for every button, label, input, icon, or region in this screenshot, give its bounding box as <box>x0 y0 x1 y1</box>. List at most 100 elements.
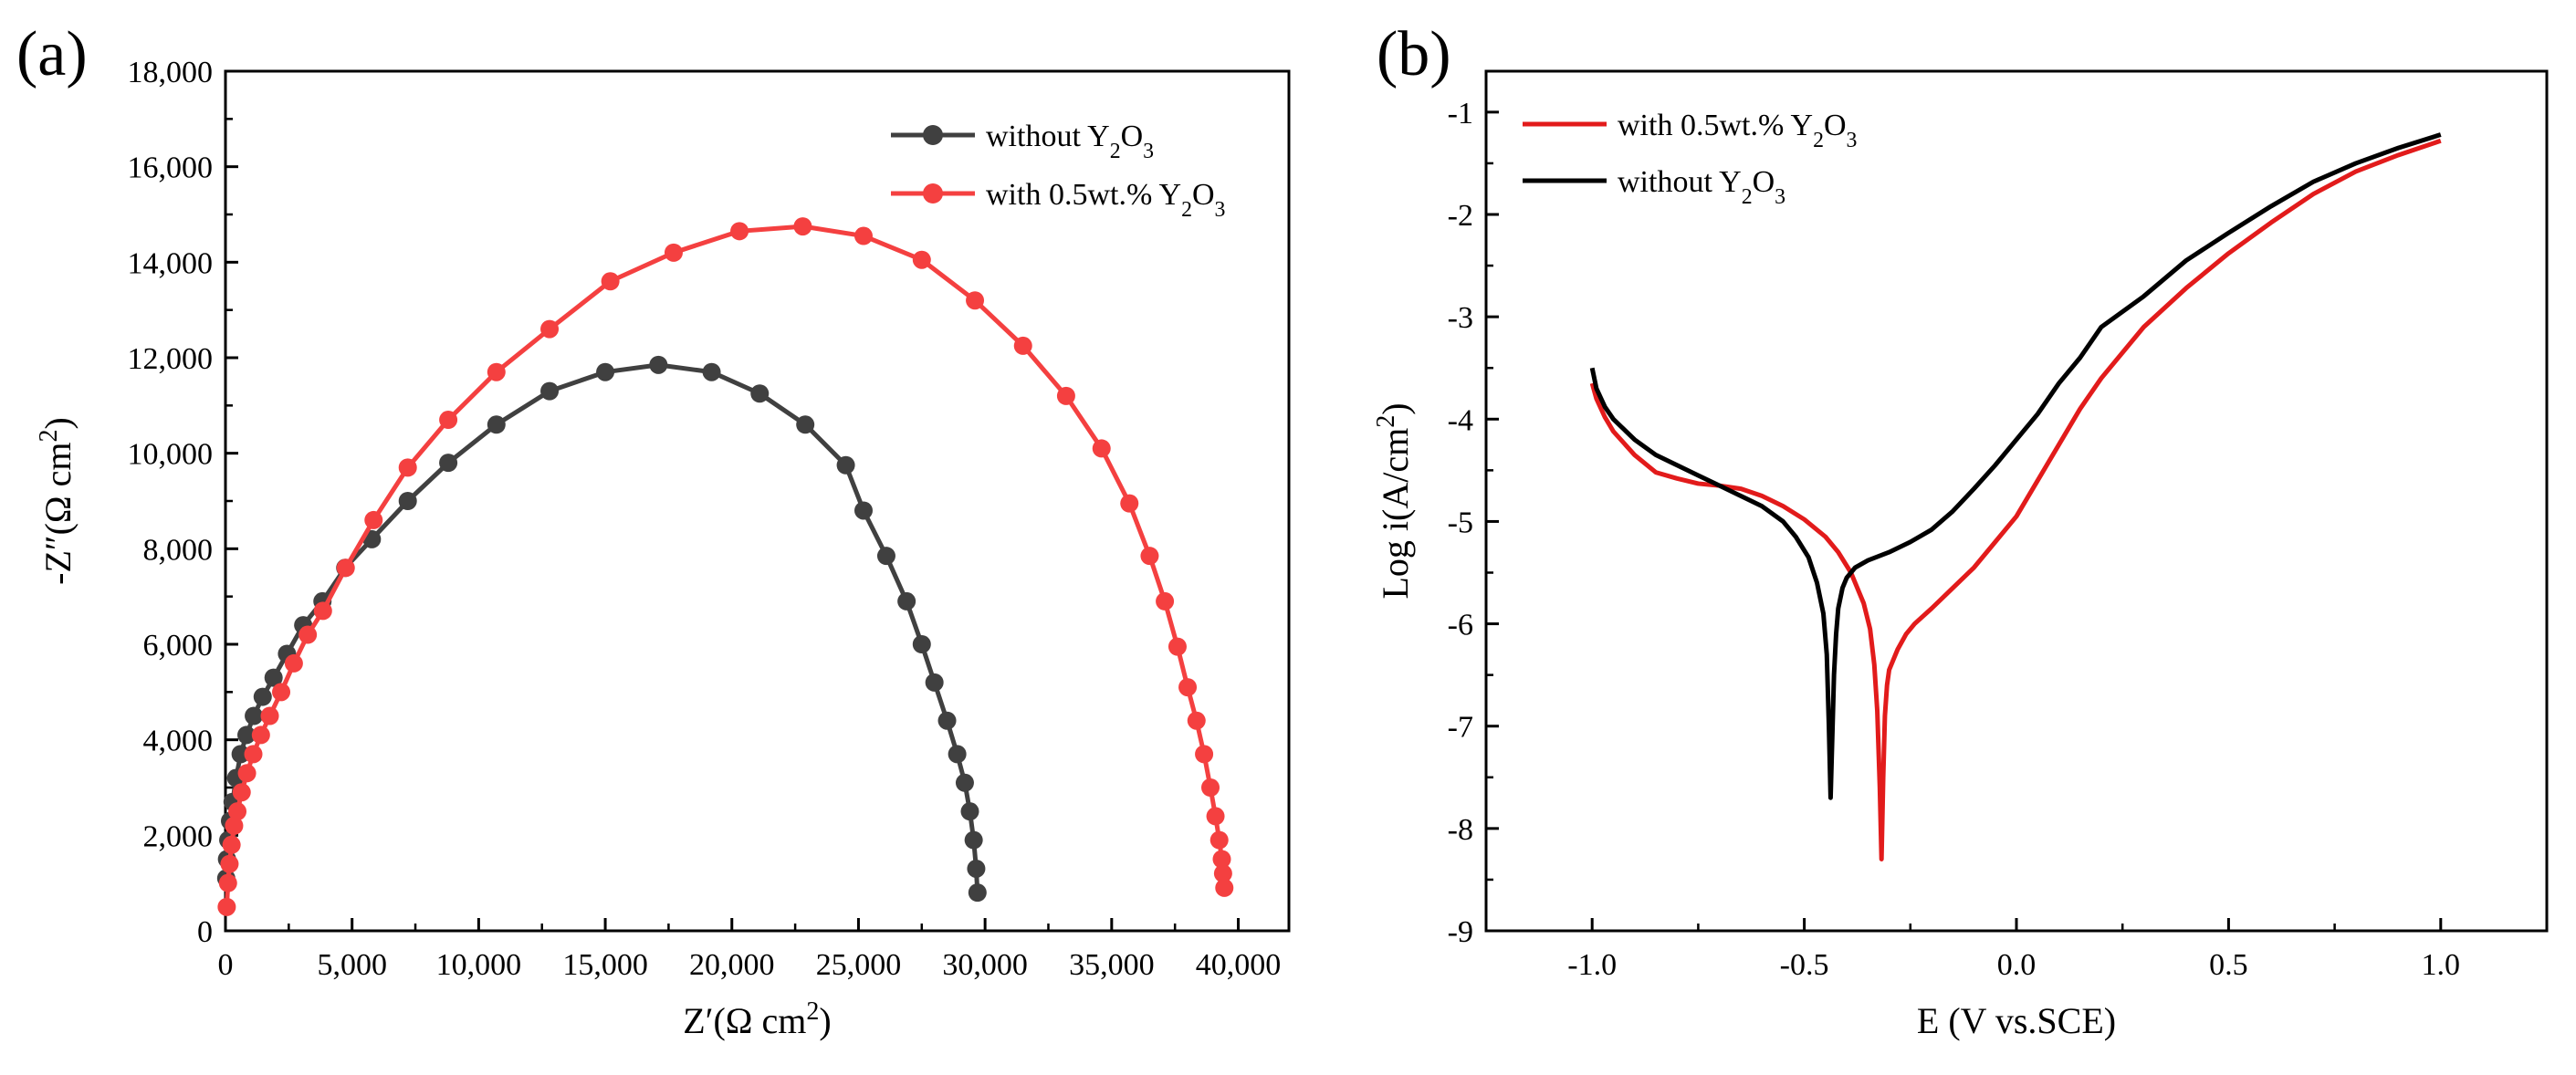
legend-entry: with 0.5wt.% Y2O3 <box>986 178 1225 222</box>
series-1 <box>216 355 987 903</box>
data-point <box>960 802 979 821</box>
data-point <box>487 415 506 434</box>
data-point <box>218 873 237 892</box>
data-point <box>964 830 983 850</box>
data-point <box>313 601 332 621</box>
data-point <box>1201 778 1220 797</box>
x-tick-label: 0.5 <box>2209 948 2248 982</box>
data-point <box>253 687 272 706</box>
data-point <box>231 745 250 764</box>
y-tick-label: 14,000 <box>128 246 214 280</box>
y-tick-label: -1 <box>1448 97 1473 130</box>
data-point <box>398 492 417 510</box>
data-point <box>702 362 721 381</box>
y-tick-label: -2 <box>1448 199 1473 233</box>
data-point <box>487 362 506 381</box>
legend-entry: with 0.5wt.% Y2O3 <box>1618 109 1857 152</box>
y-axis-title: -Z″(Ω cm2) <box>35 417 79 585</box>
legend-marker <box>923 183 943 204</box>
series-line <box>224 362 980 893</box>
series-line <box>224 224 1227 907</box>
legend-marker <box>923 125 943 145</box>
data-point <box>796 415 815 434</box>
data-point <box>540 319 560 339</box>
data-point <box>1215 878 1234 897</box>
y-tick-label: 0 <box>197 915 213 949</box>
x-tick-label: 35,000 <box>1069 948 1155 982</box>
data-point <box>925 673 944 692</box>
data-point <box>1209 830 1229 850</box>
data-point <box>1092 439 1111 458</box>
y-tick-label: 8,000 <box>143 533 214 567</box>
data-point <box>364 510 383 529</box>
data-point <box>1013 336 1032 355</box>
data-point <box>1206 807 1225 826</box>
data-point <box>245 706 264 725</box>
data-point <box>298 625 318 644</box>
data-point <box>1156 591 1175 611</box>
x-tick-label: 40,000 <box>1196 948 1282 982</box>
data-point <box>439 454 458 473</box>
data-point <box>1056 386 1075 405</box>
x-axis-title: E (V vs.SCE) <box>1917 1000 2116 1041</box>
x-axis-title: Z′(Ω cm2) <box>683 997 831 1042</box>
y-tick-label: -4 <box>1448 403 1473 437</box>
data-point <box>260 706 279 725</box>
data-point <box>596 362 615 381</box>
data-point <box>967 859 986 878</box>
data-point <box>264 668 283 687</box>
data-point <box>1213 864 1232 883</box>
y-tick-label: 2,000 <box>143 819 214 853</box>
data-point <box>228 802 247 821</box>
y-tick-label: -7 <box>1448 711 1473 745</box>
data-point <box>232 783 251 802</box>
data-point <box>836 455 855 475</box>
x-tick-label: 20,000 <box>689 948 775 982</box>
series-2 <box>1589 132 2442 800</box>
y-tick-label: -9 <box>1448 915 1473 949</box>
legend-entry: without Y2O3 <box>1618 165 1785 209</box>
data-point <box>854 226 873 245</box>
y-axis-title: Log i(A/cm2) <box>1372 402 1417 599</box>
series-line <box>1589 138 2442 861</box>
data-point <box>1187 711 1206 730</box>
y-tick-label: -6 <box>1448 609 1473 642</box>
data-point <box>284 653 303 673</box>
data-point <box>966 291 985 310</box>
x-tick-label: 30,000 <box>942 948 1028 982</box>
y-tick-label: 4,000 <box>143 725 214 758</box>
data-point <box>222 835 241 854</box>
y-tick-label: 6,000 <box>143 629 214 663</box>
data-point <box>955 773 974 792</box>
legend-entry: without Y2O3 <box>986 120 1154 163</box>
data-point <box>897 591 916 611</box>
data-point <box>1195 745 1214 764</box>
x-tick-label: 1.0 <box>2422 948 2461 982</box>
data-point <box>601 272 620 291</box>
data-point <box>237 725 257 745</box>
data-point <box>1212 850 1231 869</box>
data-point <box>1140 547 1159 566</box>
data-point <box>225 816 244 835</box>
x-tick-label: 25,000 <box>816 948 902 982</box>
data-point <box>272 683 291 702</box>
data-point <box>439 411 458 430</box>
data-point <box>398 458 417 477</box>
data-point <box>912 250 931 269</box>
y-tick-label: -3 <box>1448 301 1473 335</box>
data-point <box>540 381 560 401</box>
data-point <box>244 745 263 764</box>
polarization-chart: -1.0 -0.5 0.0 0.5 1.0 -9 -8 -7 -6 -5 -4 -3 -2 -1 E (V … <box>1372 19 2549 1041</box>
data-point <box>968 883 987 903</box>
y-tick-label: -8 <box>1448 813 1473 847</box>
data-point <box>217 897 236 916</box>
x-tick-label: 0.0 <box>1997 948 2037 982</box>
x-tick-label: 15,000 <box>562 948 648 982</box>
data-point <box>937 711 957 730</box>
data-point <box>912 635 931 653</box>
y-tick-label: -5 <box>1448 506 1473 539</box>
data-point <box>1178 678 1198 697</box>
x-tick-label: -1.0 <box>1567 948 1617 982</box>
eis-nyquist-chart: 0 5,000 10,000 15,000 20,000 25,000 30,000 35,0… <box>16 19 1291 1042</box>
